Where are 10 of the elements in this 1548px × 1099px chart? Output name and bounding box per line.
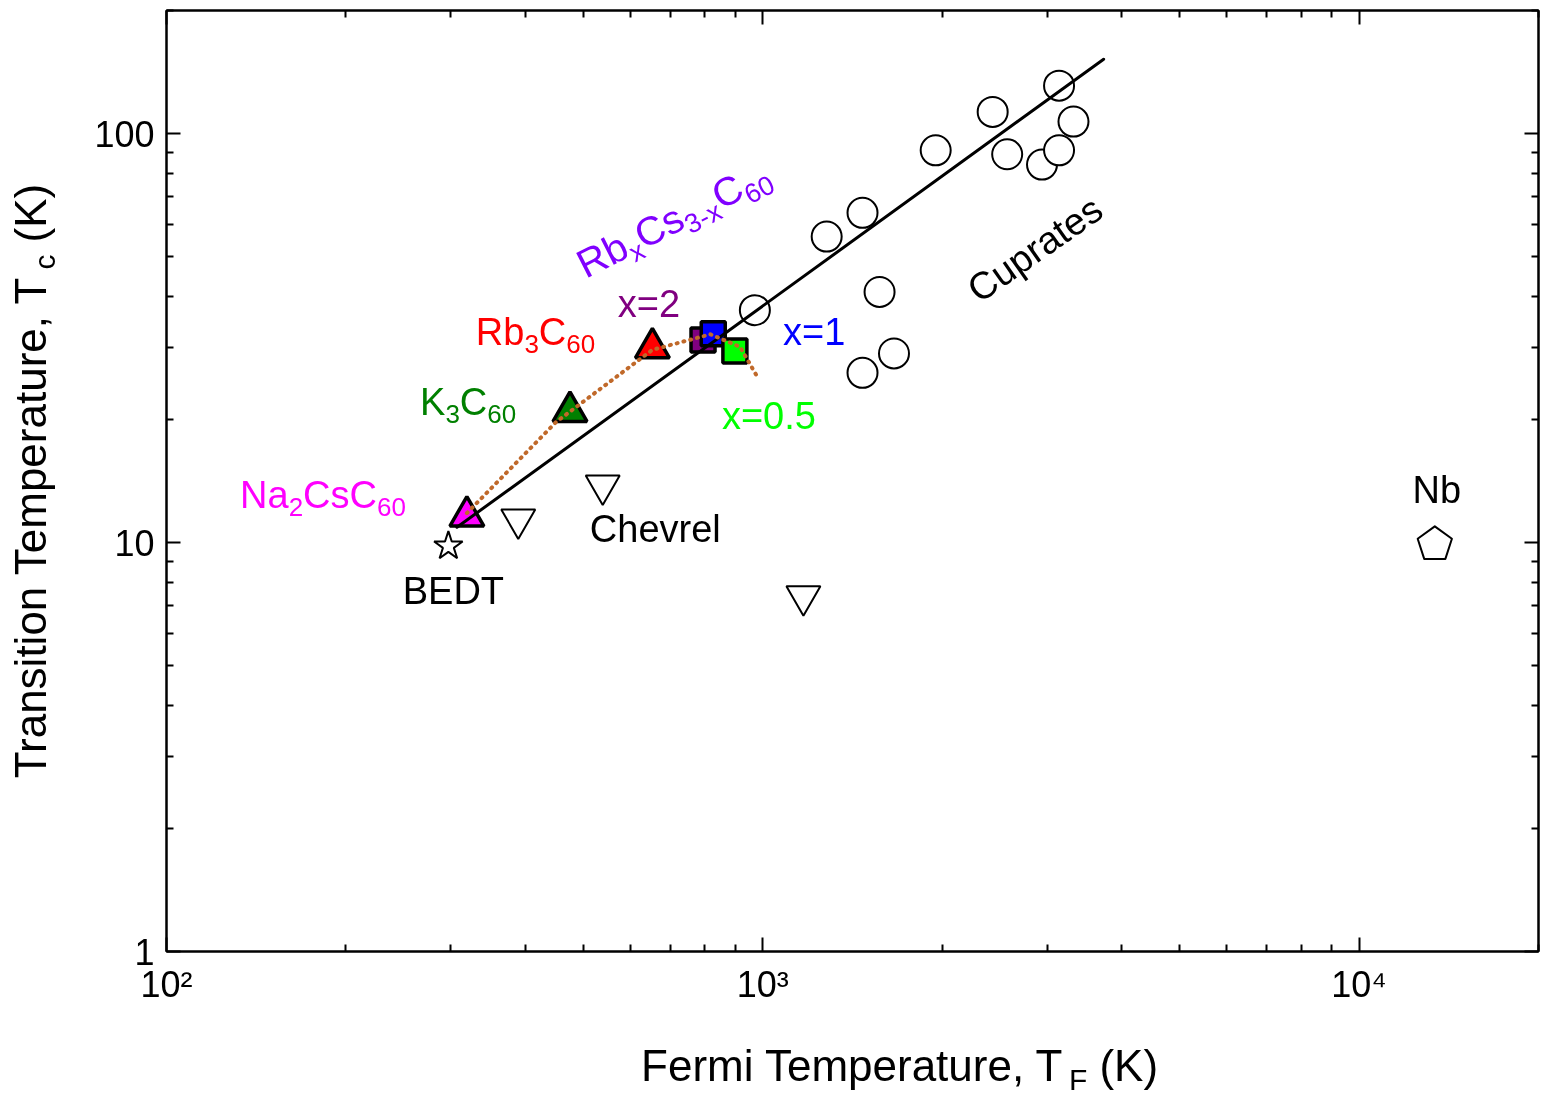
series-label: x=1 — [783, 310, 846, 353]
x-tick-label: 10³ — [736, 963, 789, 1005]
series-label: BEDT — [402, 570, 505, 613]
y-tick-label: 10 — [114, 522, 155, 564]
series-label: Nb — [1412, 469, 1462, 512]
series-label: Chevrel — [589, 508, 721, 551]
series-label: x=0.5 — [721, 395, 816, 438]
x-tick-label: 10⁴ — [1331, 963, 1387, 1005]
y-tick-label: 100 — [94, 113, 155, 155]
y-axis-title: Transition Temperature, Tc (K) — [6, 183, 62, 779]
